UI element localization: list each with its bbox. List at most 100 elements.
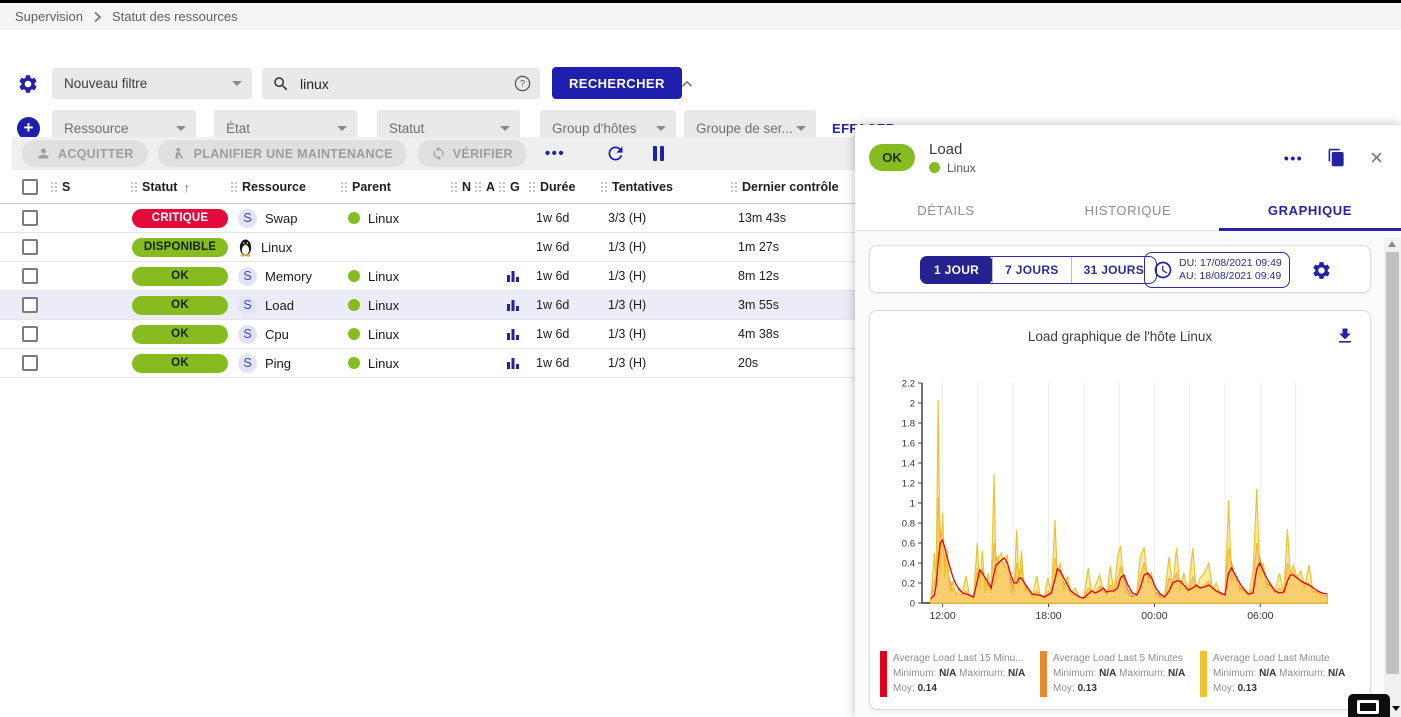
chevron-down-icon bbox=[337, 126, 347, 131]
resource-name[interactable]: Linux bbox=[261, 239, 293, 255]
column-header-dur-e[interactable]: Durée bbox=[528, 180, 600, 194]
row-checkbox[interactable] bbox=[22, 326, 38, 342]
status-badge: OK bbox=[132, 266, 228, 286]
resource-name[interactable]: Cpu bbox=[265, 326, 289, 342]
column-header-n[interactable]: N bbox=[450, 180, 474, 194]
legend-color-bar bbox=[880, 651, 887, 697]
breadcrumb: Supervision Statut des ressources bbox=[0, 3, 1401, 30]
search-icon bbox=[272, 75, 290, 93]
time-button-31-jours[interactable]: 31 JOURS bbox=[1070, 257, 1156, 283]
tries-cell: 1/3 (H) bbox=[608, 298, 647, 312]
graph-icon[interactable] bbox=[506, 327, 520, 341]
table-row-load[interactable]: OK S Load Linux 1w 6d 1/3 (H) 3m 55s bbox=[0, 291, 855, 320]
row-checkbox[interactable] bbox=[22, 210, 38, 226]
breadcrumb-item-resource-status[interactable]: Statut des ressources bbox=[111, 9, 238, 24]
panel-scrollbar[interactable] bbox=[1384, 238, 1401, 717]
search-button[interactable]: RECHERCHER bbox=[552, 67, 682, 99]
search-input[interactable] bbox=[298, 74, 505, 93]
screen-capture-overlay-icon[interactable] bbox=[1348, 694, 1400, 717]
add-criteria-button[interactable]: + bbox=[17, 117, 40, 140]
date-range-picker[interactable]: DU: 17/08/2021 09:49 AU: 18/08/2021 09:4… bbox=[1144, 252, 1290, 288]
legend-item[interactable]: Average Load Last Minute Minimum: N/A Max… bbox=[1200, 651, 1352, 703]
table-row-ping[interactable]: OK S Ping Linux 1w 6d 1/3 (H) 20s bbox=[0, 349, 855, 378]
column-header-parent[interactable]: Parent bbox=[340, 180, 450, 194]
download-icon[interactable] bbox=[1334, 325, 1356, 347]
resource-name[interactable]: Swap bbox=[265, 210, 298, 226]
column-header-g[interactable]: G bbox=[498, 180, 528, 194]
breadcrumb-item-supervision[interactable]: Supervision bbox=[15, 9, 83, 24]
column-header-dernier-contr-le[interactable]: Dernier contrôle bbox=[730, 180, 855, 194]
check-button[interactable]: VÉRIFIER bbox=[416, 140, 527, 167]
last-check-cell: 20s bbox=[738, 356, 759, 370]
parent-name[interactable]: Linux bbox=[368, 210, 400, 226]
resource-name[interactable]: Memory bbox=[265, 268, 312, 284]
legend-color-bar bbox=[1040, 651, 1047, 697]
row-checkbox[interactable] bbox=[22, 268, 38, 284]
legend-item[interactable]: Average Load Last 5 Minutes Minimum: N/A … bbox=[1040, 651, 1192, 703]
resource-name[interactable]: Ping bbox=[265, 355, 292, 371]
row-checkbox[interactable] bbox=[22, 355, 38, 371]
filter-settings-gear-icon[interactable] bbox=[16, 72, 40, 96]
graph-icon[interactable] bbox=[506, 356, 520, 370]
row-checkbox[interactable] bbox=[22, 297, 38, 313]
refresh-icon[interactable] bbox=[603, 142, 627, 166]
panel-more-icon[interactable]: ••• bbox=[1283, 149, 1304, 166]
downtime-button[interactable]: PLANIFIER UNE MAINTENANCE bbox=[157, 140, 407, 167]
graph-card: Load graphique de l'hôte Linux 0 0.2 0.4 0.… bbox=[869, 310, 1371, 710]
penguin-icon bbox=[238, 238, 253, 257]
svg-text:0.8: 0.8 bbox=[902, 519, 915, 530]
legend-series-name: Average Load Last 5 Minutes bbox=[1053, 653, 1183, 664]
column-header-a[interactable]: A bbox=[474, 180, 498, 194]
drag-handle-icon bbox=[474, 181, 482, 193]
acknowledge-button[interactable]: ACQUITTER bbox=[22, 140, 148, 167]
status-badge: OK bbox=[132, 324, 228, 344]
help-icon[interactable]: ? bbox=[513, 74, 532, 93]
tab-détails[interactable]: DÉTAILS bbox=[917, 202, 975, 218]
table-row-cpu[interactable]: OK S Cpu Linux 1w 6d 1/3 (H) 4m 38s bbox=[0, 320, 855, 349]
tries-cell: 1/3 (H) bbox=[608, 327, 647, 341]
table-row-swap[interactable]: CRITIQUE S Swap Linux 1w 6d 3/3 (H) 13m 43s bbox=[0, 204, 855, 233]
tab-historique[interactable]: HISTORIQUE bbox=[1084, 202, 1172, 218]
time-button-1-jour[interactable]: 1 JOUR bbox=[920, 256, 994, 284]
parent-name[interactable]: Linux bbox=[368, 268, 400, 284]
scrollbar-thumb[interactable] bbox=[1386, 252, 1399, 674]
column-header-statut[interactable]: Statut ↑ bbox=[130, 180, 230, 195]
graph-settings-gear-icon[interactable] bbox=[1310, 259, 1332, 281]
close-icon[interactable]: × bbox=[1370, 144, 1383, 170]
row-checkbox[interactable] bbox=[22, 239, 38, 255]
graph-icon[interactable] bbox=[506, 269, 520, 283]
graph-icon[interactable] bbox=[506, 298, 520, 312]
duration-cell: 1w 6d bbox=[536, 269, 570, 283]
copy-link-icon[interactable] bbox=[1327, 147, 1346, 168]
parent-status-dot bbox=[348, 299, 360, 311]
parent-name[interactable]: Linux bbox=[368, 326, 400, 342]
more-actions-icon[interactable]: ••• bbox=[544, 145, 566, 162]
column-header-tentatives[interactable]: Tentatives bbox=[600, 180, 730, 194]
criteria-label: Statut bbox=[389, 121, 425, 136]
select-all-checkbox[interactable] bbox=[22, 179, 38, 195]
table-row-linux[interactable]: DISPONIBLE Linux 1w 6d 1/3 (H) 1m 27s bbox=[0, 233, 855, 262]
column-header-s[interactable]: S bbox=[50, 180, 130, 194]
parent-name[interactable]: Linux bbox=[368, 355, 400, 371]
time-button-7-jours[interactable]: 7 JOURS bbox=[992, 257, 1070, 283]
criteria-label: Groupe de ser... bbox=[696, 121, 793, 136]
svg-text:12:00: 12:00 bbox=[929, 610, 955, 622]
legend-item[interactable]: Average Load Last 15 Minu... Minimum: N/A… bbox=[880, 651, 1032, 703]
scroll-up-arrow-icon[interactable] bbox=[1388, 241, 1396, 247]
table-row-memory[interactable]: OK S Memory Linux 1w 6d 1/3 (H) 8m 12s bbox=[0, 262, 855, 291]
detail-panel: OK Load Linux ••• × DÉTAILS HISTORIQUE GRA… bbox=[855, 125, 1401, 717]
parent-name[interactable]: Linux bbox=[368, 297, 400, 313]
pause-icon[interactable] bbox=[647, 143, 669, 165]
table-header-row: S Statut ↑ Ressource Parent N A G Durée Tentative… bbox=[0, 171, 855, 204]
panel-body: 1 JOUR 7 JOURS 31 JOURS DU: 17/08/2021 09:… bbox=[855, 231, 1401, 717]
column-header-ressource[interactable]: Ressource bbox=[230, 180, 340, 194]
service-icon: S bbox=[238, 324, 257, 344]
chevron-up-icon[interactable] bbox=[675, 72, 699, 96]
tab-graphique[interactable]: GRAPHIQUE bbox=[1219, 190, 1401, 231]
chart-legend: Average Load Last 15 Minu... Minimum: N/A… bbox=[880, 651, 1352, 703]
panel-subtitle[interactable]: Linux bbox=[947, 160, 976, 175]
resource-name[interactable]: Load bbox=[265, 297, 294, 313]
chevron-down-icon bbox=[656, 126, 666, 131]
status-badge: DISPONIBLE bbox=[132, 237, 228, 257]
saved-filter-select[interactable]: Nouveau filtre bbox=[52, 68, 252, 99]
